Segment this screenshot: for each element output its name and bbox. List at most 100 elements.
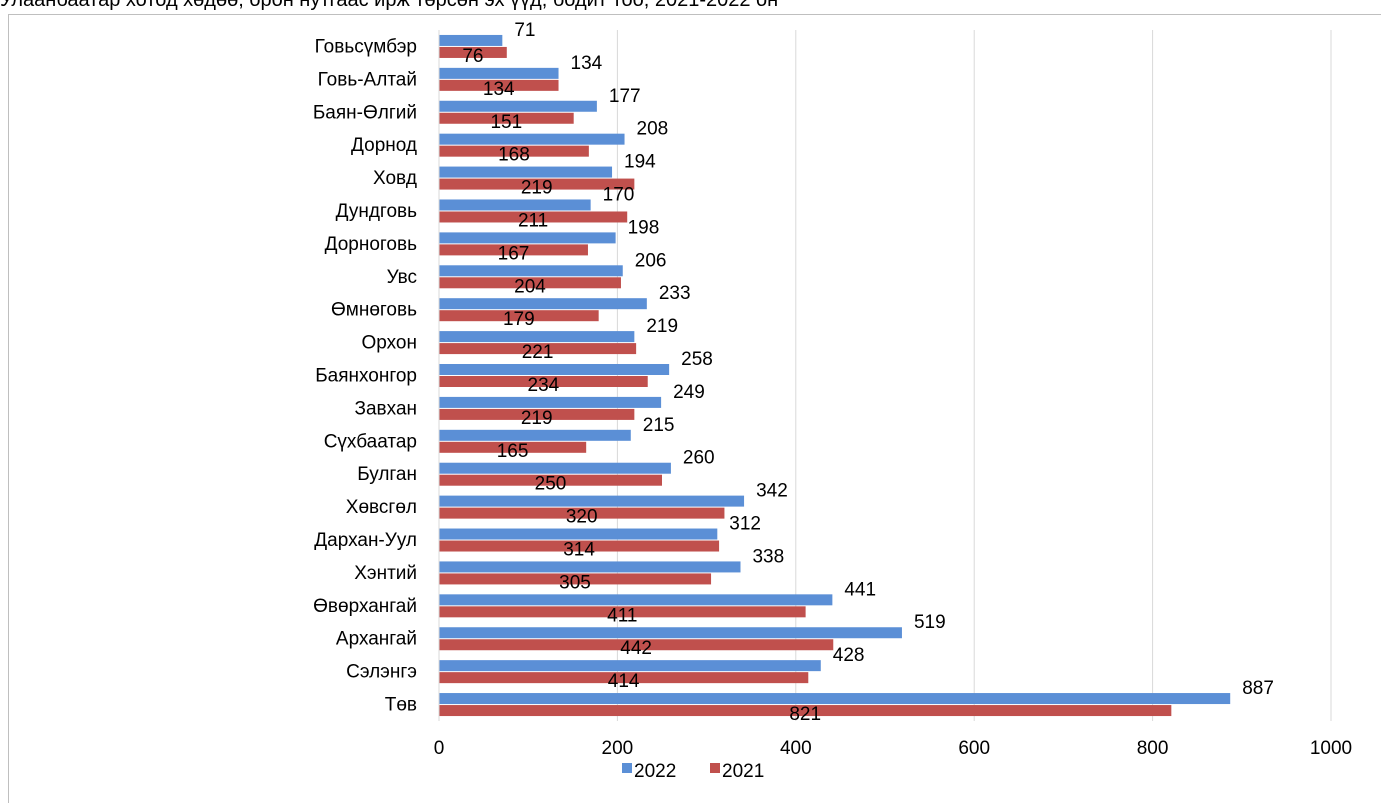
bar-2022 [439,133,625,145]
data-label-2021: 219 [521,178,553,199]
category-label: Говьсүмбэр [315,36,417,57]
data-label-2022: 206 [635,250,667,271]
bar-2021 [439,376,648,387]
category-label: Дундговь [336,201,418,222]
data-label-2021: 211 [518,210,548,231]
category-label: Увс [387,267,417,288]
data-label-2021: 250 [535,474,567,495]
data-label-2022: 338 [752,546,784,567]
bar-2021 [439,672,809,684]
data-label-2022: 219 [646,316,678,337]
x-tick-label: 1000 [1310,738,1352,759]
legend-swatch-2022 [622,763,632,773]
category-label: Ховд [373,168,417,189]
bar-2021 [439,244,588,256]
bar-2021 [439,408,635,420]
bar-2021 [439,46,507,58]
bar-2021 [439,310,599,322]
data-label-2021: 167 [498,243,530,264]
data-label-2021: 204 [514,276,546,297]
data-label-2021: 234 [528,375,560,396]
data-label-2021: 442 [620,638,652,659]
data-label-2021: 414 [608,671,640,692]
data-label-2021: 821 [789,704,821,725]
bar-2021 [439,540,720,552]
data-label-2022: 519 [914,612,946,633]
bar-2022 [439,166,613,178]
bar-2022 [439,693,1231,705]
data-label-2021: 320 [566,507,598,528]
bar-2021 [439,79,559,91]
bar-2022 [439,528,718,540]
bar-2021 [439,573,712,585]
data-label-2022: 134 [571,53,603,74]
data-label-2022: 208 [637,119,669,140]
category-label: Дархан-Уул [314,530,417,551]
bar-2021 [439,474,662,486]
x-tick-label: 400 [780,738,812,759]
bar-2022 [439,232,616,244]
data-label-2021: 165 [497,441,529,462]
data-label-2021: 305 [559,572,591,593]
category-label: Сэлэнгэ [346,662,417,683]
data-label-2021: 411 [607,605,637,626]
bar-2021 [439,606,806,618]
category-label: Дорноговь [325,234,417,255]
bar-2021 [439,343,637,355]
bar-2022 [439,364,670,375]
data-label-2022: 194 [624,152,656,173]
bar-2022 [439,561,741,573]
data-label-2022: 342 [756,481,788,502]
data-label-2022: 170 [603,184,635,205]
x-tick-label: 600 [958,738,990,759]
category-label: Завхан [355,398,417,419]
bar-2022 [439,660,821,672]
bar-2022 [439,627,902,639]
data-label-2022: 215 [643,415,675,436]
x-tick-label: 200 [602,738,634,759]
data-label-2022: 198 [628,217,660,238]
category-label: Архангай [336,629,417,650]
data-label-2022: 260 [683,448,715,469]
bar-2022 [439,396,662,408]
category-label: Дорнод [351,135,417,156]
category-label: Сүхбаатар [324,431,417,452]
bar-2021 [439,277,621,289]
bar-2021 [439,507,725,519]
data-label-2022: 249 [673,382,705,403]
x-tick-label: 800 [1137,738,1169,759]
bar-2022 [439,429,631,441]
category-label: Төв [385,695,417,716]
category-label: Баян-Өлгий [313,102,417,123]
data-label-2021: 314 [563,540,595,561]
data-label-2022: 441 [844,579,876,600]
category-label: Хөвсгөл [346,497,417,518]
legend-label-2021: 2021 [722,761,764,782]
data-label-2022: 887 [1242,678,1274,699]
legend-label-2022: 2022 [634,761,676,782]
data-label-2021: 76 [462,46,483,67]
chart-title: Улаанбаатар хотод хөдөө, орон нутгаас ир… [0,0,779,11]
bar-2022 [439,298,647,310]
bar-2022 [439,265,623,277]
data-label-2021: 151 [490,112,522,133]
bar-2021 [439,112,574,124]
data-label-2021: 168 [498,145,530,166]
data-label-2022: 428 [833,645,865,666]
chart-frame [8,14,1381,803]
data-label-2022: 258 [681,349,713,370]
bar-2022 [439,331,635,343]
data-label-2021: 219 [521,408,553,429]
category-label: Орхон [362,333,417,354]
data-label-2022: 71 [514,20,535,41]
x-tick-label: 0 [434,738,445,759]
category-label: Баянхонгор [315,366,417,387]
category-label: Өмнөговь [331,300,417,321]
bar-2022 [439,462,671,474]
bar-2022 [439,34,503,46]
bar-2021 [439,441,587,453]
bar-2022 [439,100,597,112]
bar-2021 [439,211,628,223]
data-label-2022: 233 [659,283,691,304]
